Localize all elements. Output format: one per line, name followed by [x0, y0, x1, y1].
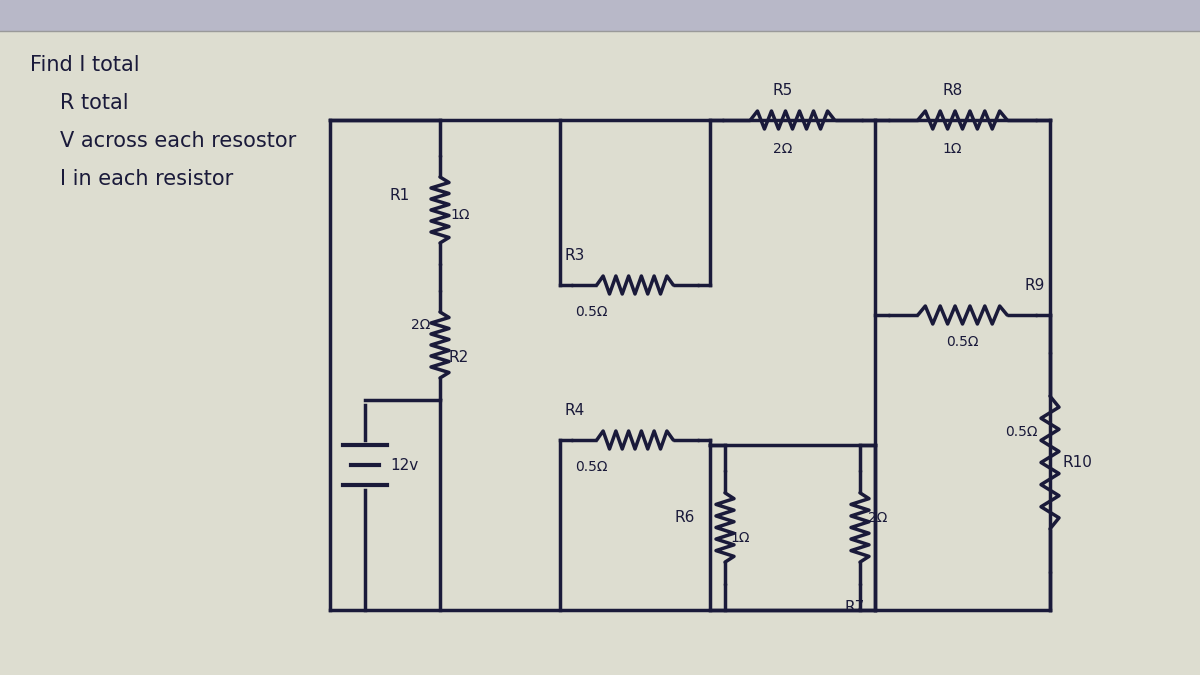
Text: I in each resistor: I in each resistor — [60, 169, 233, 189]
Text: 0.5Ω: 0.5Ω — [575, 460, 607, 474]
Text: 1Ω: 1Ω — [730, 531, 750, 545]
Text: R10: R10 — [1062, 455, 1092, 470]
Text: R3: R3 — [565, 248, 586, 263]
Text: Find I total: Find I total — [30, 55, 139, 75]
Text: R5: R5 — [773, 83, 793, 98]
Text: 12v: 12v — [390, 458, 419, 472]
Text: 2Ω: 2Ω — [773, 142, 792, 156]
Text: 1Ω: 1Ω — [943, 142, 962, 156]
Text: V across each resostor: V across each resostor — [60, 131, 296, 151]
Text: R6: R6 — [674, 510, 695, 525]
Text: 2Ω: 2Ω — [410, 318, 430, 332]
Text: 1Ω: 1Ω — [450, 208, 469, 222]
Text: 0.5Ω: 0.5Ω — [1006, 425, 1038, 439]
Text: R total: R total — [60, 93, 128, 113]
Text: 2Ω: 2Ω — [868, 510, 887, 524]
Text: R7: R7 — [845, 600, 865, 615]
Text: R4: R4 — [565, 403, 586, 418]
Text: 0.5Ω: 0.5Ω — [575, 305, 607, 319]
Text: R2: R2 — [448, 350, 468, 365]
Text: R9: R9 — [1025, 278, 1045, 293]
Bar — [0, 0, 1200, 30]
Text: 0.5Ω: 0.5Ω — [947, 335, 979, 349]
Text: R1: R1 — [390, 188, 410, 202]
Text: R8: R8 — [942, 83, 962, 98]
